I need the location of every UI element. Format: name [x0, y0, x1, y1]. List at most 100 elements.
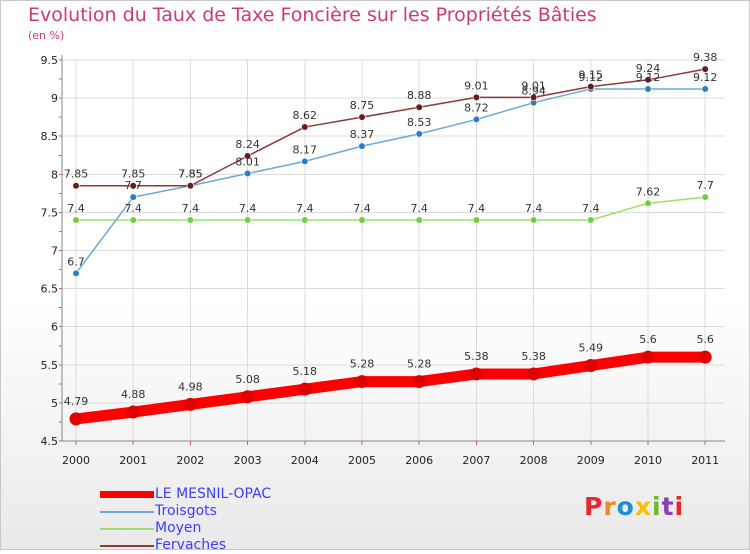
data-point-le-mesnil-opac: [298, 382, 312, 396]
data-label-fervaches: 8.88: [407, 89, 432, 102]
data-point-le-mesnil-opac: [527, 367, 541, 381]
legend-label: Troisgots: [155, 503, 217, 519]
data-point-troisgots: [415, 130, 423, 138]
data-point-moyen: [129, 216, 137, 224]
data-label-fervaches: 8.62: [293, 109, 318, 122]
data-label-moyen: 7.4: [410, 202, 428, 215]
data-point-moyen: [244, 216, 252, 224]
data-point-moyen: [701, 193, 709, 201]
data-point-fervaches: [301, 123, 309, 131]
data-label-fervaches: 8.24: [235, 138, 260, 151]
y-tick-label: 9: [51, 92, 58, 105]
data-label-troisgots: 8.17: [293, 143, 318, 156]
data-label-le-mesnil-opac: 5.08: [235, 373, 260, 386]
data-label-moyen: 7.4: [296, 202, 314, 215]
logo-letter: o: [616, 492, 635, 521]
data-point-fervaches: [129, 182, 137, 190]
logo-letter: t: [661, 492, 675, 521]
data-point-moyen: [186, 216, 194, 224]
data-point-moyen: [644, 199, 652, 207]
data-label-troisgots: 6.7: [67, 255, 85, 268]
data-point-fervaches: [244, 152, 252, 160]
x-tick-label: 2003: [234, 454, 262, 467]
data-label-fervaches: 9.01: [521, 79, 546, 92]
data-label-moyen: 7.62: [636, 185, 661, 198]
legend-label: Fervaches: [155, 537, 226, 553]
data-label-troisgots: 9.12: [579, 71, 604, 84]
data-point-fervaches: [186, 182, 194, 190]
y-tick-label: 6: [51, 321, 58, 334]
data-point-fervaches: [415, 103, 423, 111]
data-point-moyen: [358, 216, 366, 224]
data-label-le-mesnil-opac: 4.79: [64, 395, 89, 408]
x-tick-label: 2010: [634, 454, 662, 467]
data-label-troisgots: 7.85: [178, 168, 203, 181]
data-label-le-mesnil-opac: 5.28: [407, 358, 432, 371]
logo-letter: x: [634, 492, 652, 521]
data-point-moyen: [72, 216, 80, 224]
y-tick-label: 7.5: [41, 206, 59, 219]
x-tick-label: 2007: [462, 454, 490, 467]
data-label-moyen: 7.4: [525, 202, 543, 215]
data-label-fervaches: 7.85: [64, 168, 89, 181]
data-label-troisgots: 8.37: [350, 128, 375, 141]
data-label-troisgots: 8.01: [235, 156, 260, 169]
data-label-le-mesnil-opac: 5.6: [639, 333, 657, 346]
data-point-le-mesnil-opac: [584, 359, 598, 373]
data-point-le-mesnil-opac: [412, 375, 426, 389]
data-label-fervaches: 8.75: [350, 99, 375, 112]
x-tick-label: 2004: [291, 454, 319, 467]
data-label-fervaches: 9.15: [579, 69, 604, 82]
logo-letter: i: [652, 492, 662, 521]
x-tick-label: 2000: [62, 454, 90, 467]
data-point-moyen: [301, 216, 309, 224]
data-label-le-mesnil-opac: 5.38: [464, 350, 489, 363]
data-label-le-mesnil-opac: 5.28: [350, 358, 375, 371]
data-label-moyen: 7.4: [182, 202, 200, 215]
series-lines: [69, 65, 712, 426]
legend-swatch: [100, 545, 154, 547]
data-label-moyen: 7.4: [468, 202, 486, 215]
data-label-moyen: 7.4: [353, 202, 371, 215]
y-tick-label: 8.5: [41, 130, 59, 143]
data-point-troisgots: [129, 193, 137, 201]
legend-label: LE MESNIL-OPAC: [155, 486, 272, 502]
data-point-fervaches: [472, 93, 481, 101]
x-tick-label: 2006: [405, 454, 433, 467]
data-label-moyen: 7.4: [582, 202, 600, 215]
data-point-troisgots: [301, 157, 309, 165]
data-label-fervaches: 7.85: [178, 168, 203, 181]
y-tick-label: 8: [51, 168, 58, 181]
y-tick-label: 6.5: [41, 283, 59, 296]
series-line-moyen: [75, 196, 706, 221]
data-point-moyen: [529, 216, 538, 224]
data-label-troisgots: 7.7: [124, 179, 142, 192]
data-point-le-mesnil-opac: [641, 350, 655, 364]
chart-title: Evolution du Taux de Taxe Foncière sur l…: [28, 4, 597, 26]
proxiti-logo: Proxiti: [584, 492, 684, 521]
data-point-troisgots: [72, 269, 80, 277]
logo-letter: r: [603, 492, 617, 521]
data-point-fervaches: [644, 76, 652, 84]
data-label-fervaches: 9.01: [464, 79, 489, 92]
data-label-troisgots: 8.72: [464, 101, 489, 114]
series-line-fervaches: [75, 68, 706, 187]
series-line-le-mesnil-opac: [70, 351, 711, 425]
logo-letter: i: [674, 492, 685, 521]
data-label-le-mesnil-opac: 4.98: [178, 380, 203, 393]
y-tick-label: 5.5: [41, 359, 59, 372]
data-label-le-mesnil-opac: 5.18: [293, 365, 318, 378]
data-label-le-mesnil-opac: 5.49: [579, 342, 604, 355]
units-label: (en %): [28, 29, 65, 42]
data-point-troisgots: [701, 85, 709, 93]
logo-letter: P: [584, 492, 604, 521]
data-label-le-mesnil-opac: 5.6: [696, 333, 714, 346]
data-label-fervaches: 7.85: [121, 168, 146, 181]
legend-swatch: [100, 491, 154, 498]
y-tick-label: 4.5: [41, 435, 59, 448]
x-tick-label: 2008: [520, 454, 548, 467]
legend-swatch: [100, 511, 154, 513]
y-tick-label: 7: [51, 245, 58, 258]
